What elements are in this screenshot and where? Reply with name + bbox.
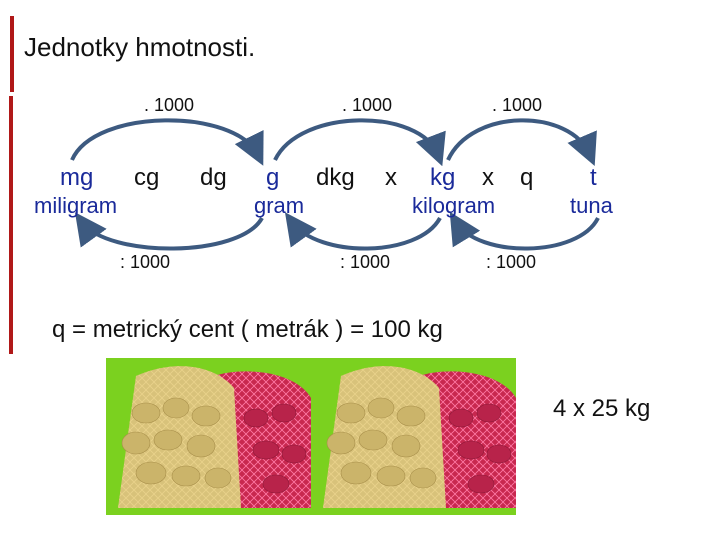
sack-count-label: 4 x 25 kg [553,395,651,422]
multiply-label-3: . 1000 [492,95,543,115]
divide-label-3: : 1000 [486,252,537,272]
accent-bar-top [10,16,14,92]
name-miligram: miligram [34,193,118,218]
unit-kg: kg [430,164,456,191]
metric-cent-note: q = metrický cent ( metrák ) = 100 kg [52,316,443,343]
unit-x-1: x [385,164,397,191]
unit-x-2: x [482,164,494,191]
slide-title: Jednotky hmotnosti. [24,32,256,62]
arrow-multiply-g-kg [273,118,446,167]
arrow-multiply-kg-t [446,118,597,167]
accent-bar-bottom [9,96,13,354]
arrow-multiply-mg-g [70,118,264,166]
unit-mg: mg [60,164,94,191]
multiply-label-1: . 1000 [144,95,195,115]
potato-sacks-photo [106,358,516,515]
sack-pair-left [118,366,311,508]
sack-pair-right [323,366,516,508]
name-kilogram: kilogram [412,193,496,218]
unit-dkg: dkg [316,164,355,191]
arrow-divide-t-kg [449,211,600,251]
divide-label-1: : 1000 [120,252,171,272]
name-gram: gram [254,193,305,218]
unit-dg: dg [200,164,227,191]
arrow-divide-kg-g [284,212,442,251]
unit-q: q [520,164,534,191]
unit-g: g [266,164,280,191]
multiply-label-2: . 1000 [342,95,393,115]
divide-label-2: : 1000 [340,252,391,272]
conversion-arrows [70,118,600,251]
unit-t: t [590,164,597,191]
arrow-divide-g-mg [74,212,264,251]
name-tuna: tuna [570,193,613,218]
unit-cg: cg [134,164,160,191]
